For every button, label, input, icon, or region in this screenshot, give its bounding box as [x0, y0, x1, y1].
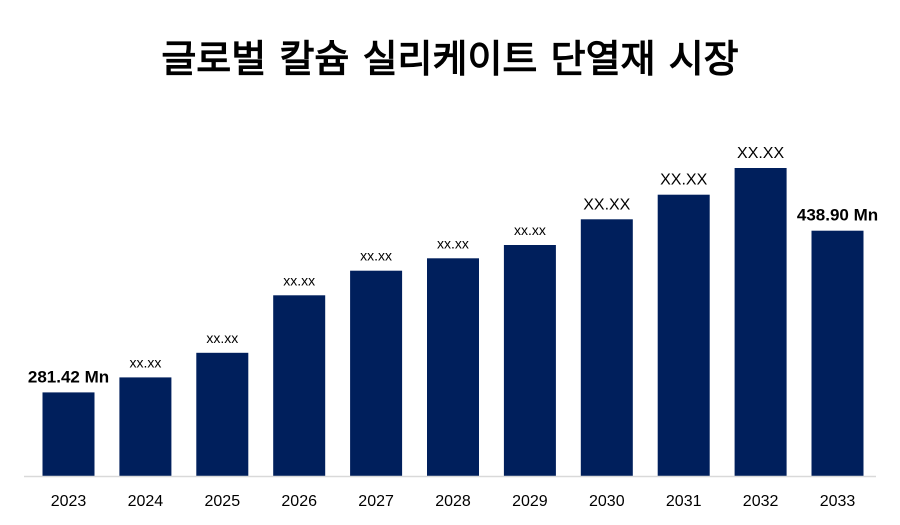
x-tick-label-2033: 2033: [820, 493, 856, 510]
data-label-2030: XX.XX: [583, 196, 630, 213]
bar-2023: [42, 392, 95, 476]
bar-2026: [273, 295, 326, 476]
data-label-2031: XX.XX: [660, 172, 707, 189]
bar-2025: [196, 352, 249, 476]
x-tick-labels-group: 2023 2024 2025 2026 2027 2028 2029 2030 2031 2032…: [51, 493, 856, 510]
data-label-2023: 281.42 Mn: [28, 367, 109, 386]
bar-2028: [427, 258, 479, 476]
data-label-2024: xx.xx: [129, 354, 161, 370]
bar-2029: [503, 245, 556, 476]
data-label-2033: 438.90 Mn: [797, 206, 878, 225]
x-tick-label-2027: 2027: [358, 493, 394, 510]
bar-2030: [580, 219, 633, 477]
bar-2031: [657, 194, 710, 476]
data-label-2029: xx.xx: [514, 222, 546, 238]
data-label-2025: xx.xx: [206, 330, 238, 346]
chart-title: 글로벌 칼슘 실리케이트 단열재 시장: [161, 37, 739, 81]
x-tick-label-2030: 2030: [589, 493, 625, 510]
x-tick-label-2031: 2031: [666, 493, 702, 510]
x-tick-label-2024: 2024: [128, 493, 164, 510]
data-label-2026: xx.xx: [283, 272, 315, 288]
bar-2032: [734, 168, 787, 476]
x-tick-label-2032: 2032: [743, 493, 779, 510]
bar-2027: [350, 270, 403, 476]
x-tick-label-2028: 2028: [435, 493, 471, 510]
data-label-2032: XX.XX: [737, 145, 784, 162]
x-tick-label-2025: 2025: [205, 493, 241, 510]
data-labels-group: 281.42 Mn xx.xx xx.xx xx.xx xx.xx xx.xx xx.xx X…: [28, 145, 878, 386]
data-label-2028: xx.xx: [437, 235, 469, 251]
x-tick-label-2029: 2029: [512, 493, 548, 510]
bar-2033: [811, 230, 864, 476]
bars-group: [42, 168, 864, 477]
data-label-2027: xx.xx: [360, 248, 392, 264]
x-tick-label-2023: 2023: [51, 493, 87, 510]
x-tick-label-2026: 2026: [281, 493, 317, 510]
bar-2024: [119, 377, 172, 476]
